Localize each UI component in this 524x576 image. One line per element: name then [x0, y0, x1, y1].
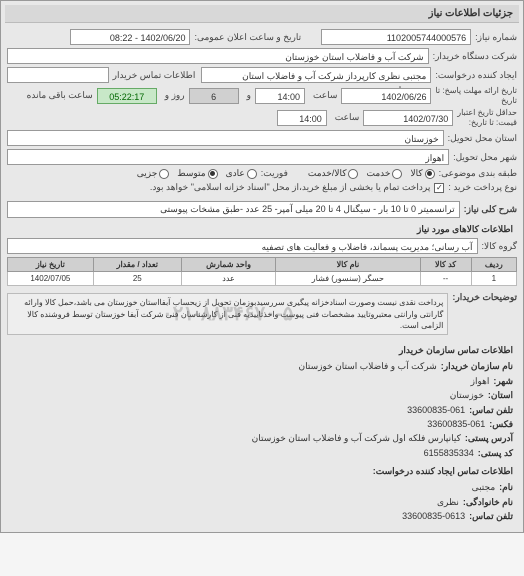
buyer-contact-field: [7, 67, 109, 83]
city-label: شهر محل تحویل:: [449, 152, 517, 163]
cat-kala-label: کالا: [410, 168, 422, 179]
valid-date-field: 1402/07/30: [363, 110, 453, 126]
cfax-value: 33600835-061: [427, 417, 485, 431]
deadline-label-b: تاریخ: [501, 96, 517, 105]
need-title-label: شرح کلی نیاز:: [460, 204, 517, 215]
col-row: ردیف: [471, 258, 516, 272]
buyer-device-label: شرکت دستگاه خریدار:: [429, 51, 517, 62]
cfamily-label: نام خانوادگی:: [463, 495, 513, 509]
cat-kala-radio[interactable]: [425, 169, 435, 179]
valid-label-b: قیمت: تا تاریخ:: [469, 118, 517, 127]
cat-both-label: کالا/خدمت: [308, 168, 347, 179]
form-section: شماره نیاز: 1102005744000576 تاریخ و ساع…: [5, 27, 519, 528]
cphone-label: تلفن تماس:: [469, 403, 513, 417]
need-title-field: ترانسمیتر 0 تا 10 بار - سیگنال 4 تا 20 م…: [7, 201, 460, 218]
and-label: و: [243, 90, 251, 101]
contact-section: اطلاعات تماس سازمان خریدار نام سازمان خر…: [7, 341, 517, 526]
goods-group-field: آب رسانی؛ مدیریت پسماند، فاضلاب و فعالیت…: [7, 238, 478, 254]
page-header: جزئیات اطلاعات نیاز: [5, 5, 519, 23]
cell-row: 1: [471, 272, 516, 286]
ccity-label: شهر:: [493, 374, 513, 388]
col-unit: واحد شمارش: [181, 258, 275, 272]
cname-label: نام:: [499, 480, 513, 494]
requester-field: مجتبی نظری کارپرداز شرکت آب و فاضلاب است…: [201, 67, 431, 83]
ccity-value: اهواز: [471, 374, 490, 388]
cfax-label: فکس:: [489, 417, 513, 431]
cphone-value: 33600835-061: [407, 403, 465, 417]
urg-adi-label: عادی: [226, 168, 245, 179]
requester-label: ایجاد کننده درخواست:: [431, 70, 517, 81]
buyer-device-field: شرکت آب و فاضلاب استان خوزستان: [7, 48, 429, 64]
category-radio-group: کالا خدمت کالا/خدمت: [308, 168, 435, 179]
goods-group-label: گروه کالا:: [478, 241, 517, 252]
urg-mot-label: متوسط: [177, 168, 205, 179]
cell-unit: عدد: [181, 272, 275, 286]
payment-type-label: نوع پرداخت خرید :: [444, 182, 517, 193]
urg-mot-radio[interactable]: [208, 169, 218, 179]
contact-section-title: اطلاعات تماس سازمان خریدار: [11, 343, 513, 357]
announce-label: تاریخ و ساعت اعلان عمومی:: [190, 32, 301, 43]
col-qty: تعداد / مقدار: [93, 258, 181, 272]
deadline-time-field: 14:00: [255, 88, 305, 104]
goods-section-title: اطلاعات کالاهای مورد نیاز: [7, 224, 517, 235]
deadline-label-a: تاریخ ارائه مهلت پاسخ: تا: [435, 86, 517, 95]
table-header-row: ردیف کد کالا نام کالا واحد شمارش تعداد /…: [8, 258, 517, 272]
cname-value: مجتبی: [472, 480, 496, 494]
deadline-date-field: 1402/06/26: [341, 88, 431, 104]
province-field: خوزستان: [7, 130, 444, 146]
valid-label: حداقل تاریخ اعتبار قیمت: تا تاریخ:: [453, 108, 517, 127]
caddress-label: آدرس پستی:: [465, 431, 513, 445]
time-label-1: ساعت: [309, 90, 338, 101]
cpostal-value: 6155835334: [424, 446, 474, 460]
buyer-note-text: پرداخت نقدی نیست وصورت اسنادخزانه پیگیری…: [24, 298, 443, 329]
req-no-field: 1102005744000576: [321, 29, 471, 45]
day-label: روز و: [161, 90, 185, 101]
org-value: شرکت آب و فاضلاب استان خوزستان: [299, 359, 437, 373]
table-row: 1 -- حسگر (سنسور) فشار عدد 25 1402/07/05: [8, 272, 517, 286]
buyer-note-label: توضیحات خریدار:: [448, 290, 517, 303]
urg-adi-radio[interactable]: [247, 169, 257, 179]
payment-text: پرداخت تمام یا بخشی از مبلغ خرید،از محل …: [146, 182, 430, 193]
cell-code: --: [420, 272, 471, 286]
cat-both-radio[interactable]: [348, 169, 358, 179]
urg-joz-label: جزیی: [137, 168, 158, 179]
cat-khedmat-label: خدمت: [366, 168, 390, 179]
col-code: کد کالا: [420, 258, 471, 272]
valid-label-a: حداقل تاریخ اعتبار: [457, 108, 517, 117]
city-field: اهواز: [7, 149, 449, 165]
urgency-radio-group: عادی متوسط جزیی: [137, 168, 257, 179]
cat-khedmat-radio[interactable]: [392, 169, 402, 179]
announce-field: 1402/06/20 - 08:22: [70, 29, 190, 45]
caddress-value: کیانپارس فلکه اول شرکت آب و فاضلاب استان…: [252, 431, 461, 445]
cell-date: 1402/07/05: [8, 272, 94, 286]
cprovince-value: خوزستان: [450, 388, 484, 402]
urgency-label: فوریت:: [257, 168, 288, 179]
req-creator-title: اطلاعات تماس ایجاد کننده درخواست:: [11, 464, 513, 478]
valid-time-field: 14:00: [277, 110, 327, 126]
payment-checkbox[interactable]: ✓: [434, 183, 444, 193]
cell-qty: 25: [93, 272, 181, 286]
time-label-2: ساعت: [331, 112, 360, 123]
cphone2-value: 33600835-0613: [402, 509, 465, 523]
goods-table: ردیف کد کالا نام کالا واحد شمارش تعداد /…: [7, 257, 517, 286]
req-no-label: شماره نیاز:: [471, 32, 517, 43]
remaining-field: 05:22:17: [97, 88, 157, 104]
cfamily-value: نظری: [437, 495, 459, 509]
org-label: نام سازمان خریدار:: [441, 359, 513, 373]
province-label: استان محل تحویل:: [444, 133, 517, 144]
cpostal-label: کد پستی:: [478, 446, 513, 460]
col-date: تاریخ نیاز: [8, 258, 94, 272]
col-name: نام کالا: [276, 258, 420, 272]
buyer-note-box: پرداخت نقدی نیست وصورت اسنادخزانه پیگیری…: [7, 293, 448, 335]
buyer-contact-label: اطلاعات تماس خریدار: [109, 70, 196, 81]
cell-name: حسگر (سنسور) فشار: [276, 272, 420, 286]
remaining-label: ساعت باقی مانده: [23, 90, 93, 101]
cphone2-label: تلفن تماس:: [469, 509, 513, 523]
category-label: طبقه بندی موضوعی:: [435, 168, 517, 179]
urg-joz-radio[interactable]: [159, 169, 169, 179]
cprovince-label: استان:: [488, 388, 513, 402]
deadline-label: تاریخ ارائه مهلت پاسخ: تا تاریخ: [431, 86, 517, 105]
days-field: 6: [189, 88, 239, 104]
